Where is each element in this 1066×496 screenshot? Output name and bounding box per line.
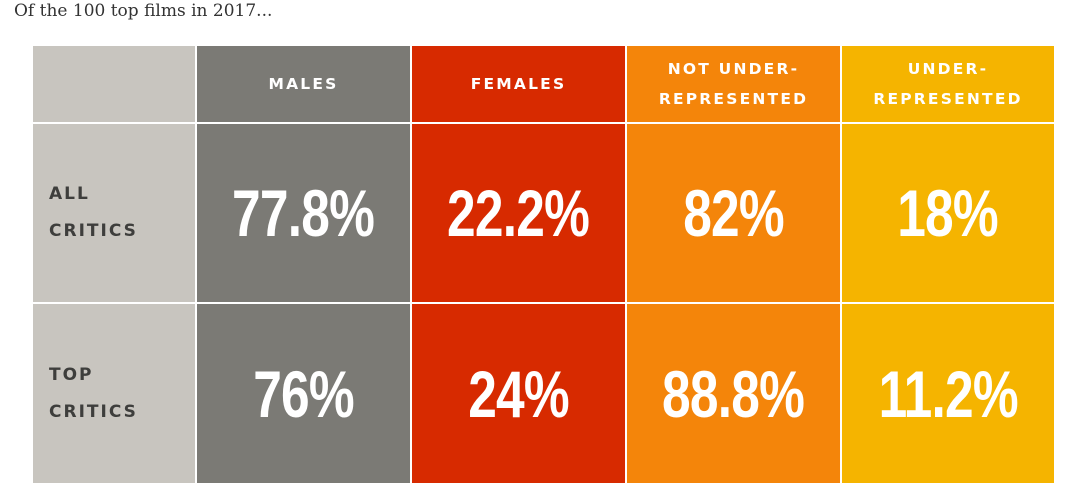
row-header-label-line2: CRITICS [49, 221, 138, 241]
column-header-label: FEMALES [470, 75, 567, 93]
critics-table: MALES FEMALES NOT UNDER- REPRESENTED UND… [33, 46, 1054, 483]
row-header-label-line1: ALL [49, 184, 90, 204]
cell-top-critics-females: 24% [412, 304, 625, 483]
cell-all-critics-underrepresented: 18% [842, 124, 1054, 302]
row-header-all-critics: ALL CRITICS [33, 124, 195, 302]
data-value: 18% [897, 176, 999, 250]
column-header-underrepresented: UNDER- REPRESENTED [842, 46, 1054, 122]
data-value: 22.2% [447, 176, 590, 250]
column-header-label-line1: UNDER- [907, 60, 989, 78]
chart-subtitle: Of the 100 top films in 2017... [14, 1, 273, 21]
data-value: 88.8% [662, 356, 805, 431]
column-header-males: MALES [197, 46, 410, 122]
column-header-females: FEMALES [412, 46, 625, 122]
column-header-label-line2: REPRESENTED [658, 90, 809, 108]
column-header-label: MALES [268, 75, 339, 93]
row-header-label-line2: CRITICS [49, 401, 138, 422]
cell-top-critics-males: 76% [197, 304, 410, 483]
cell-top-critics-not-underrepresented: 88.8% [627, 304, 840, 483]
data-value: 11.2% [878, 356, 1018, 431]
column-header-label-line2: REPRESENTED [873, 90, 1023, 108]
cell-all-critics-not-underrepresented: 82% [627, 124, 840, 302]
data-value: 24% [468, 356, 569, 431]
column-header-not-underrepresented: NOT UNDER- REPRESENTED [627, 46, 840, 122]
cell-all-critics-females: 22.2% [412, 124, 625, 302]
row-header-label-line1: TOP [49, 364, 94, 385]
column-header-label-line1: NOT UNDER- [667, 60, 800, 78]
cell-top-critics-underrepresented: 11.2% [842, 304, 1054, 483]
corner-cell [33, 46, 195, 122]
data-value: 77.8% [232, 176, 375, 250]
data-value: 82% [683, 176, 784, 250]
data-value: 76% [253, 356, 354, 431]
row-header-top-critics: TOP CRITICS [33, 304, 195, 483]
cell-all-critics-males: 77.8% [197, 124, 410, 302]
